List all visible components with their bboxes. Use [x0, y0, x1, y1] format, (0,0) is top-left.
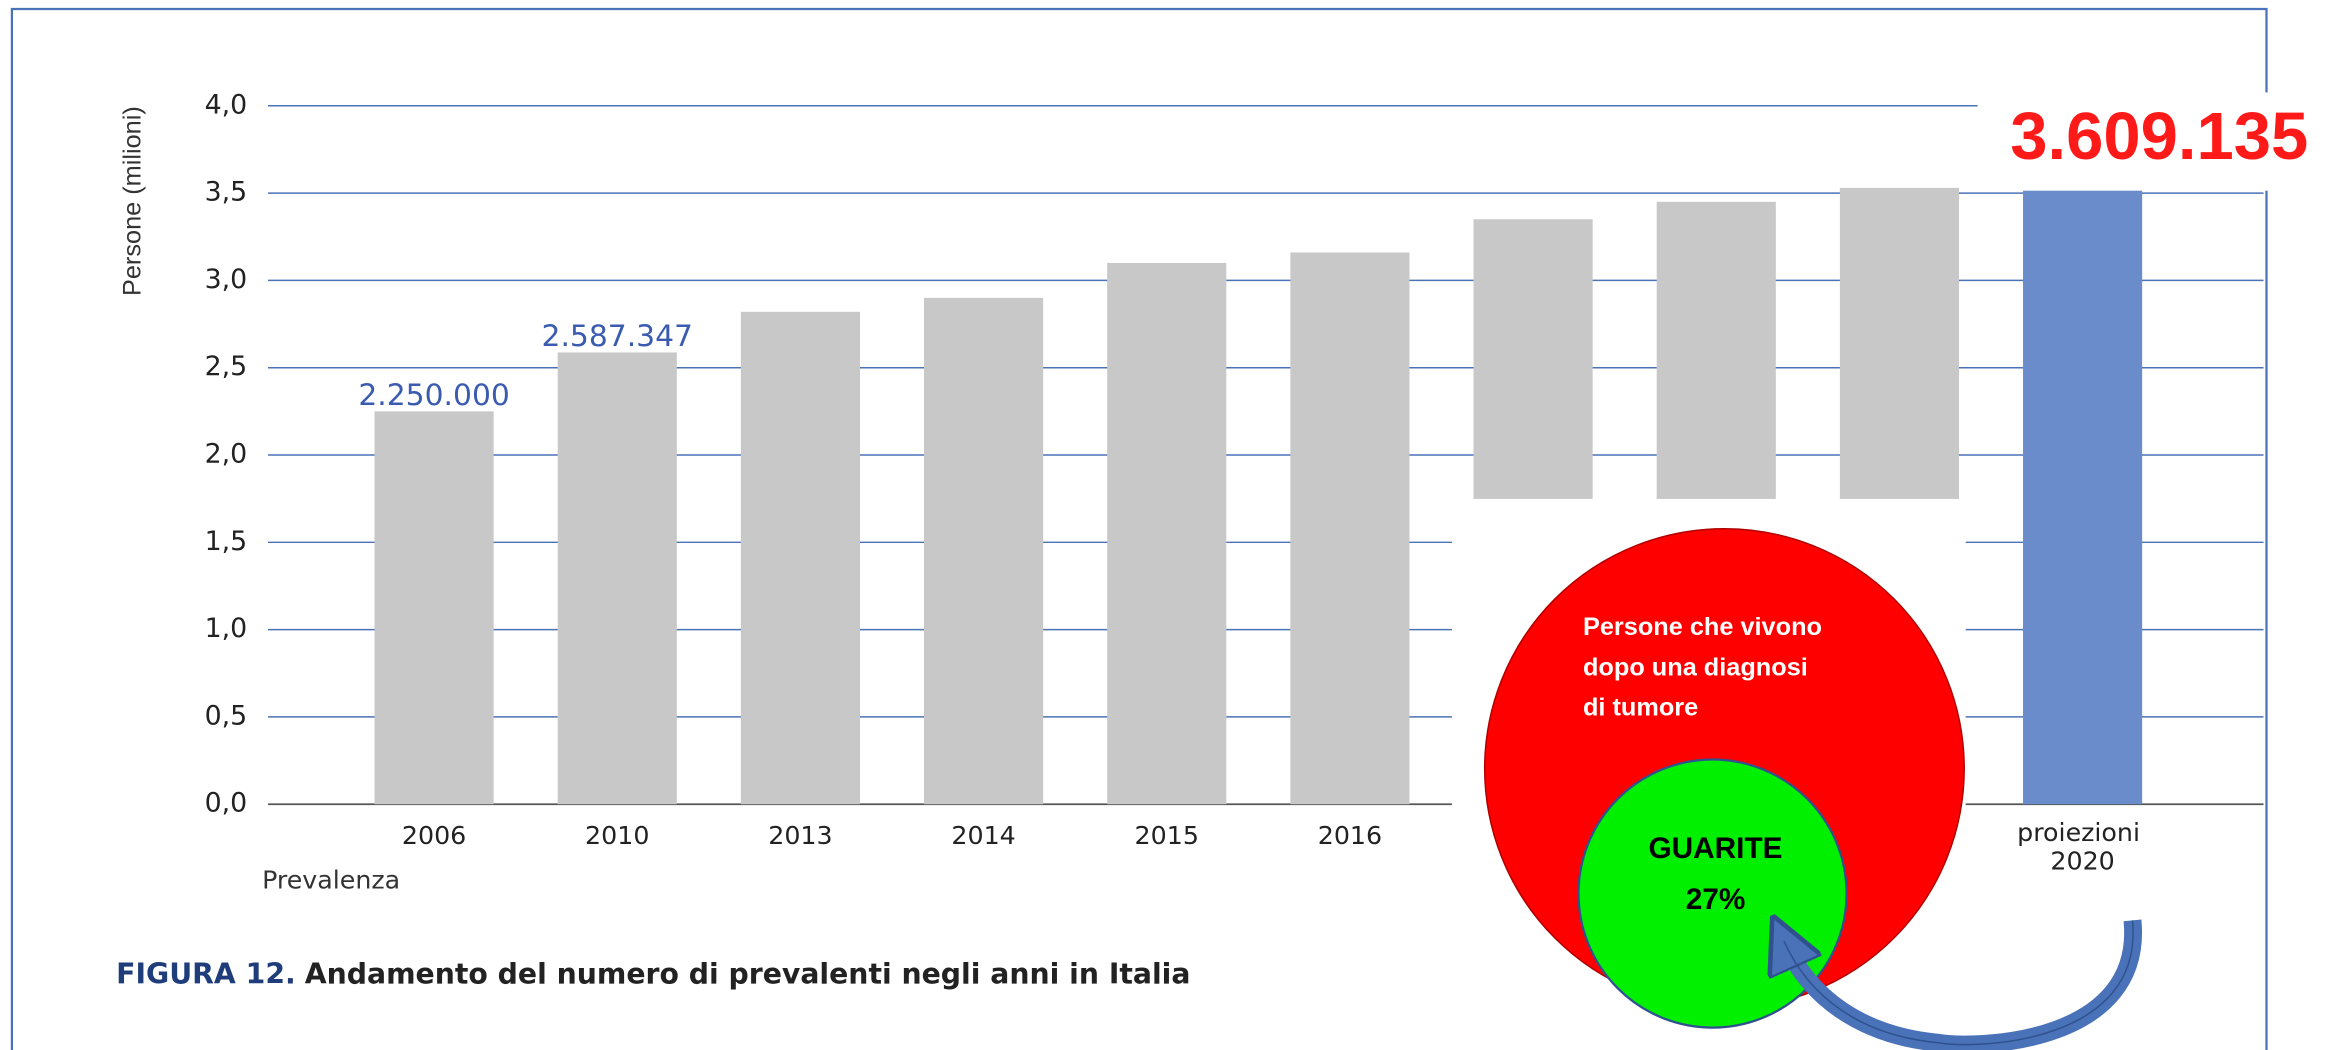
value-label: 2.250.000 — [358, 378, 510, 413]
y-tick-label: 4,0 — [205, 89, 248, 120]
x-tick-label: 2006 — [402, 821, 466, 850]
inner-title: GUARITE — [1649, 832, 1783, 865]
y-tick-label: 0,5 — [205, 700, 248, 731]
circle-text: Persone che vivono — [1583, 613, 1822, 641]
x-tick-line: 2006 — [402, 821, 466, 850]
x-tick-label: proiezioni 2020 — [2017, 818, 2148, 875]
y-tick-label: 2,0 — [205, 439, 248, 470]
x-tick-line: 2016 — [1318, 821, 1382, 850]
x-tick-line: 2020 — [2050, 846, 2114, 875]
x-tick-line: 2013 — [768, 821, 832, 850]
frame — [10, 7, 2268, 1050]
value-label: 3.609.135 — [2010, 99, 2308, 174]
bar — [557, 352, 677, 805]
bar — [740, 311, 860, 805]
x-tick-line: 2015 — [1135, 821, 1199, 850]
figure-label: FIGURA 12. — [116, 957, 296, 990]
value-label: 2.587.347 — [542, 319, 694, 354]
inner-value: 27% — [1686, 883, 1746, 916]
x-tick-line: 2010 — [585, 821, 649, 850]
x-tick-label: 2013 — [768, 821, 832, 850]
x-tick-label: 2010 — [585, 821, 649, 850]
x-tick-label: 2014 — [951, 821, 1015, 850]
circle-text: di tumore — [1583, 694, 1698, 722]
circle-text: dopo una diagnosi — [1583, 653, 1808, 681]
figure-text: Andamento del numero di prevalenti negli… — [305, 957, 1191, 990]
x-tick-label: 2015 — [1135, 821, 1199, 850]
label-background — [1977, 92, 2335, 191]
bar — [924, 297, 1044, 805]
y-tick-label: 0,0 — [205, 788, 248, 819]
y-tick-label: 3,0 — [205, 264, 248, 295]
y-axis-label: Persone (milioni) — [119, 106, 147, 296]
y-tick-label: 2,5 — [205, 351, 248, 382]
y-tick-label: 1,0 — [205, 613, 248, 644]
figure-caption: FIGURA 12. Andamento del numero di preval… — [116, 957, 1190, 990]
y-tick-label: 1,5 — [205, 526, 248, 557]
bar — [1107, 262, 1227, 805]
bar — [1290, 252, 1410, 805]
x-tick-line: proiezioni — [2017, 818, 2148, 847]
bar — [374, 411, 494, 805]
x-axis-label: Prevalenza — [262, 866, 400, 895]
y-tick-label: 3,5 — [205, 177, 248, 208]
x-tick-label: 2016 — [1318, 821, 1382, 850]
x-tick-line: 2014 — [951, 821, 1015, 850]
arrow-outline — [1783, 920, 2134, 1046]
bar — [2023, 174, 2143, 805]
